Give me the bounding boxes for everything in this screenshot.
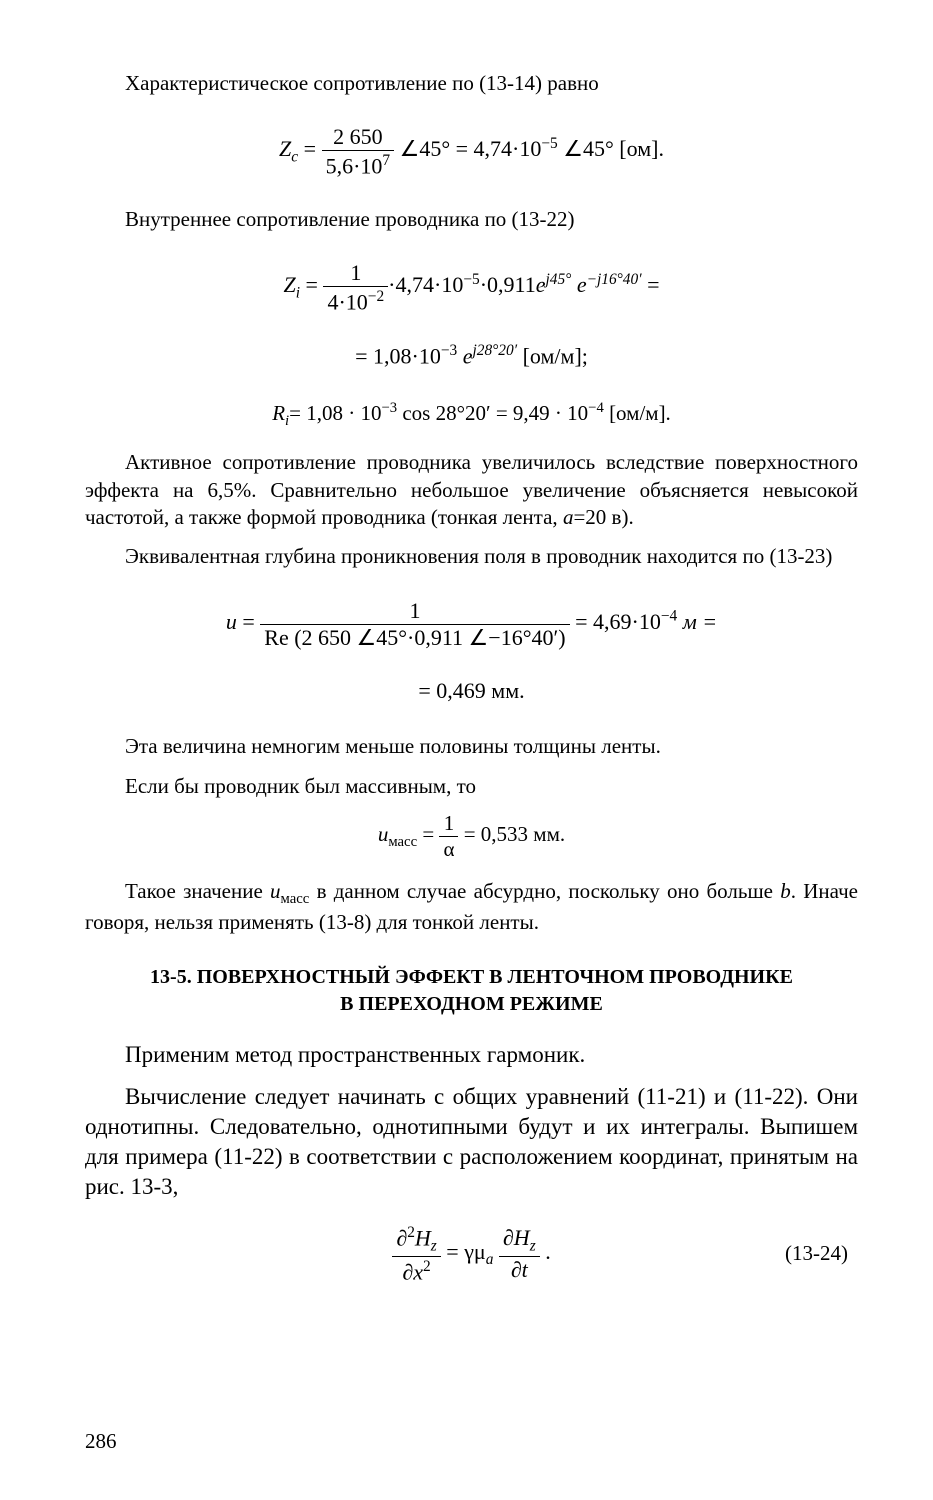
paragraph-6: Если бы проводник был массивным, то [85, 773, 858, 800]
equation-4: uмасс = 1α = 0,533 мм. [85, 812, 858, 860]
text: Характеристическое сопротивление по (13-… [125, 71, 599, 95]
paragraph-3: Активное сопротивление проводника увелич… [85, 449, 858, 531]
equation-3b: = 0,469 мм. [85, 677, 858, 706]
equation-2a: Zi = 14·10−2·4,74·10−5·0,911ej45° e−j16°… [85, 261, 858, 313]
paragraph-5: Эта величина немногим меньше половины то… [85, 733, 858, 760]
paragraph-4: Эквивалентная глубина проникновения поля… [85, 543, 858, 570]
paragraph-1: Характеристическое сопротивление по (13-… [85, 70, 858, 97]
section-heading: 13-5. ПОВЕРХНОСТНЫЙ ЭФФЕКТ В ЛЕНТОЧНОМ П… [85, 964, 858, 1018]
paragraph-9: Вычисление следует начинать с общих урав… [85, 1082, 858, 1202]
text: Вычисление следует начинать с общих урав… [85, 1084, 858, 1199]
text: Внутреннее сопротивление проводника по (… [125, 207, 575, 231]
paragraph-8: Применим метод пространственных гармоник… [85, 1040, 858, 1070]
equation-number: (13-24) [785, 1240, 848, 1267]
equation-1: Zc = 2 6505,6·107 ∠45° = 4,74·10−5 ∠45° … [85, 125, 858, 177]
equation-5: ∂2Hz∂x2 = γμa ∂Hz∂t . (13-24) [85, 1224, 858, 1283]
text: 13-5. ПОВЕРХНОСТНЫЙ ЭФФЕКТ В ЛЕНТОЧНОМ П… [150, 966, 793, 1015]
equation-3: u = 1Re (2 650 ∠45°·0,911 ∠−16°40′) = 4,… [85, 599, 858, 649]
text: Если бы проводник был массивным, то [125, 774, 476, 798]
text: Применим метод пространственных гармоник… [125, 1042, 585, 1067]
paragraph-2: Внутреннее сопротивление проводника по (… [85, 206, 858, 233]
text: Эта величина немногим меньше половины то… [125, 734, 661, 758]
text: Эквивалентная глубина проникновения поля… [125, 544, 832, 568]
paragraph-7: Такое значение uмасс в данном случае абс… [85, 878, 858, 937]
page-number: 286 [85, 1428, 117, 1455]
equation-2c: Ri= 1,08 · 10−3 cos 28°20′ = 9,49 · 10−4… [85, 399, 858, 431]
equation-2b: = 1,08·10−3 ej28°20′ [ом/м]; [85, 341, 858, 371]
